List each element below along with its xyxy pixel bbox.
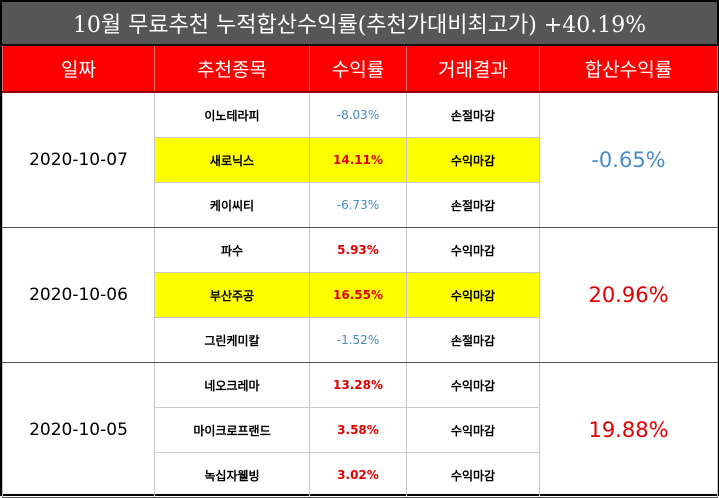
header-return: 수익률: [309, 46, 407, 93]
table-row: 마이크로프랜드 3.58% 수익마감: [3, 407, 718, 453]
header-row: 일짜 추천종목 수익률 거래결과 합산수익률: [2, 46, 718, 93]
trade-result-cell: 수익마감: [406, 452, 540, 498]
date-cell: 2020-10-06: [2, 227, 155, 363]
trade-result-cell: 수익마감: [406, 137, 540, 183]
trade-result-cell: 수익마감: [406, 227, 540, 273]
table-row: 부산주공 16.55% 수익마감: [3, 272, 718, 318]
stock-name-cell: 이노테라피: [154, 91, 310, 138]
stock-name-cell: 부산주공: [154, 272, 310, 318]
return-cell: 14.11%: [309, 137, 407, 183]
return-cell: 3.02%: [309, 452, 407, 498]
table-body: 2020-10-07 이노테라피 -8.03% 손절마감 -0.65% 새로닉스 14.11…: [2, 91, 718, 498]
stock-name-cell: 녹십자웰빙: [154, 452, 310, 498]
stock-name-cell: 마이크로프랜드: [154, 407, 310, 453]
trade-result-cell: 수익마감: [406, 362, 540, 408]
stock-name-cell: 케이씨티: [154, 182, 310, 228]
trade-result-cell: 수익마감: [406, 272, 540, 318]
date-cell: 2020-10-05: [2, 362, 155, 498]
trade-result-cell: 손절마감: [406, 317, 540, 363]
table-row: 케이씨티 -6.73% 손절마감: [3, 182, 718, 228]
total-return-cell: -0.65%: [539, 91, 718, 228]
return-cell: -1.52%: [309, 317, 407, 363]
trade-result-cell: 손절마감: [406, 182, 540, 228]
table-row: 녹십자웰빙 3.02% 수익마감: [3, 452, 718, 498]
return-cell: 16.55%: [309, 272, 407, 318]
table-row: 새로닉스 14.11% 수익마감: [3, 137, 718, 183]
date-cell: 2020-10-07: [2, 91, 155, 228]
stock-name-cell: 파수: [154, 227, 310, 273]
header-result: 거래결과: [406, 46, 540, 93]
total-return-cell: 19.88%: [539, 362, 718, 498]
stock-name-cell: 그린케미칼: [154, 317, 310, 363]
return-cell: 13.28%: [309, 362, 407, 408]
recommendation-table: 일짜 추천종목 수익률 거래결과 합산수익률 2020-10-07 이노테라피 -8…: [2, 46, 718, 498]
trade-result-cell: 손절마감: [406, 91, 540, 138]
stock-name-cell: 새로닉스: [154, 137, 310, 183]
table-row: 2020-10-05 네오크레마 13.28% 수익마감 19.88%: [2, 362, 718, 498]
table-row: 그린케미칼 -1.52% 손절마감: [3, 317, 718, 363]
return-cell: -8.03%: [309, 91, 407, 138]
trade-result-cell: 수익마감: [406, 407, 540, 453]
header-stock: 추천종목: [154, 46, 310, 93]
stock-name-cell: 네오크레마: [154, 362, 310, 408]
table-row: 2020-10-07 이노테라피 -8.03% 손절마감 -0.65%: [2, 91, 718, 228]
header-total-return: 합산수익률: [539, 46, 718, 93]
header-date: 일짜: [2, 46, 155, 93]
page-title: 10월 무료추천 누적합산수익률(추천가대비최고가) +40.19%: [2, 2, 717, 46]
total-return-cell: 20.96%: [539, 227, 718, 363]
return-cell: -6.73%: [309, 182, 407, 228]
table-row: 2020-10-06 파수 5.93% 수익마감 20.96%: [2, 227, 718, 363]
return-cell: 3.58%: [309, 407, 407, 453]
return-cell: 5.93%: [309, 227, 407, 273]
